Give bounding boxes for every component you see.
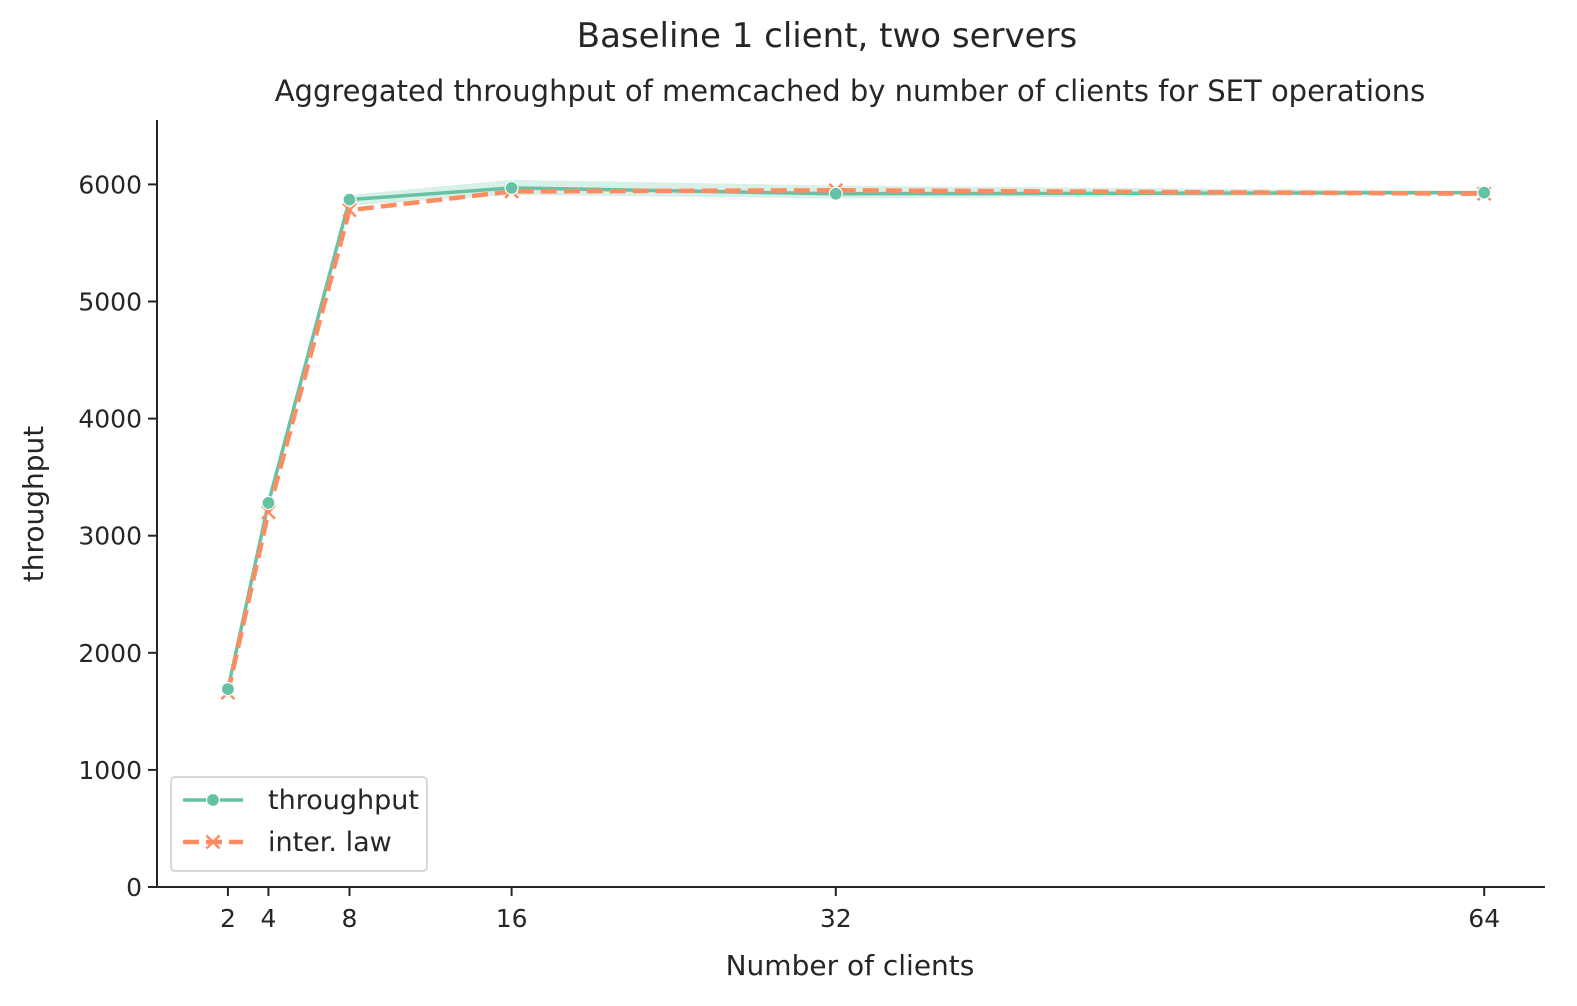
data-point-0-0 bbox=[220, 682, 236, 697]
chart-title: Aggregated throughput of memcached by nu… bbox=[275, 74, 1426, 108]
confidence-band-0 bbox=[227, 179, 1485, 692]
y-ticks: 0 1000 2000 3000 4000 5000 6000 bbox=[78, 170, 157, 902]
y-tick-label: 2000 bbox=[78, 639, 142, 668]
y-tick-label: 4000 bbox=[78, 405, 142, 434]
x-tick-label: 64 bbox=[1468, 904, 1500, 933]
legend-label: throughput bbox=[268, 785, 419, 816]
chart-suptitle: Baseline 1 client, two servers bbox=[577, 16, 1078, 56]
y-axis-label: throughput bbox=[17, 426, 50, 583]
series-markers-layer bbox=[220, 180, 1492, 700]
y-tick-label: 1000 bbox=[78, 756, 142, 785]
x-tick-label: 2 bbox=[220, 904, 236, 933]
y-tick-label: 3000 bbox=[78, 522, 142, 551]
x-ticks: 2 4 8 16 32 64 bbox=[220, 887, 1500, 933]
legend-entries: throughput inter. law bbox=[183, 785, 419, 858]
legend-marker bbox=[205, 792, 221, 808]
y-tick-label: 0 bbox=[126, 873, 142, 902]
y-tick-label: 5000 bbox=[78, 288, 142, 317]
series-line-0 bbox=[226, 186, 1485, 690]
data-point-0-5 bbox=[1477, 185, 1492, 200]
legend-entry-1: inter. law bbox=[183, 827, 392, 858]
confidence-band-layer bbox=[227, 179, 1485, 692]
x-tick-label: 4 bbox=[260, 904, 276, 933]
legend-entry-0: throughput bbox=[183, 785, 419, 816]
legend: throughput inter. law bbox=[170, 776, 428, 872]
data-point-0-4 bbox=[828, 186, 843, 201]
legend-marker bbox=[205, 834, 221, 850]
data-point-0-2 bbox=[342, 192, 357, 207]
x-tick-label: 32 bbox=[820, 904, 852, 933]
legend-label: inter. law bbox=[268, 827, 392, 858]
data-point-0-1 bbox=[261, 495, 276, 511]
data-point-0-3 bbox=[504, 180, 519, 196]
x-tick-label: 16 bbox=[496, 904, 528, 933]
x-axis-label: Number of clients bbox=[726, 949, 975, 982]
series-lines-layer bbox=[225, 186, 1485, 694]
data-point-1-2 bbox=[342, 202, 357, 218]
x-tick-label: 8 bbox=[342, 904, 358, 933]
y-tick-label: 6000 bbox=[78, 170, 142, 199]
series-line-1 bbox=[225, 188, 1485, 694]
